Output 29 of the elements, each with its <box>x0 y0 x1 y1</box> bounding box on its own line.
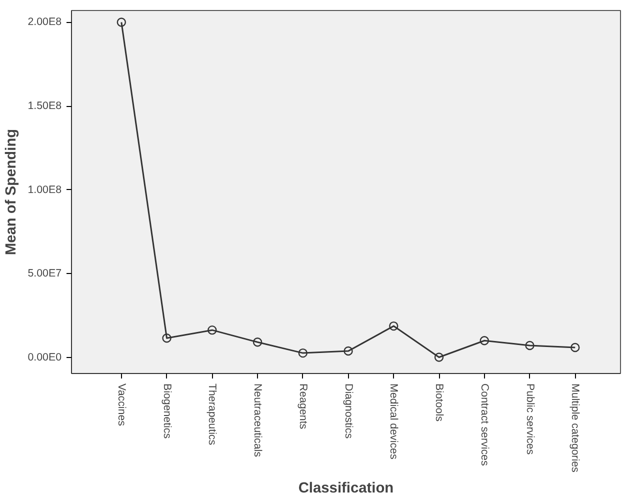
x-tick-label: Biotools <box>433 384 446 422</box>
x-tick-label: Public services <box>524 384 536 455</box>
y-tick-label: 0.00E0 <box>28 352 62 364</box>
point <box>298 348 308 358</box>
point <box>480 336 489 346</box>
point <box>570 342 580 352</box>
point <box>389 321 398 331</box>
x-tick-label: Vaccines <box>115 384 128 426</box>
point <box>525 340 534 350</box>
point <box>116 18 126 27</box>
y-tick-label: 1.50E8 <box>28 100 62 112</box>
x-tick-label: Neutraceuticals <box>252 384 264 457</box>
point <box>434 352 444 362</box>
point <box>162 334 172 343</box>
x-tick-label: Therapeutics <box>206 384 218 446</box>
y-tick-label: 5.00E7 <box>28 268 62 280</box>
x-tick-label: Diagnostics <box>342 384 354 439</box>
x-axis-title: Classification <box>298 480 394 496</box>
y-tick-label: 1.00E8 <box>28 184 62 196</box>
x-tick-label: Contract services <box>478 384 490 466</box>
point <box>344 346 353 356</box>
point <box>252 338 262 347</box>
point <box>208 325 217 335</box>
x-tick-label: Multiple categories <box>569 384 582 472</box>
x-tick-label: Biogenetics <box>160 384 173 439</box>
y-axis-title: Mean of Spending <box>4 128 20 256</box>
x-tick-label: Medical devices <box>388 384 400 460</box>
y-tick-label: 2.00E8 <box>28 16 62 28</box>
x-tick-label: Reagents <box>296 384 309 430</box>
